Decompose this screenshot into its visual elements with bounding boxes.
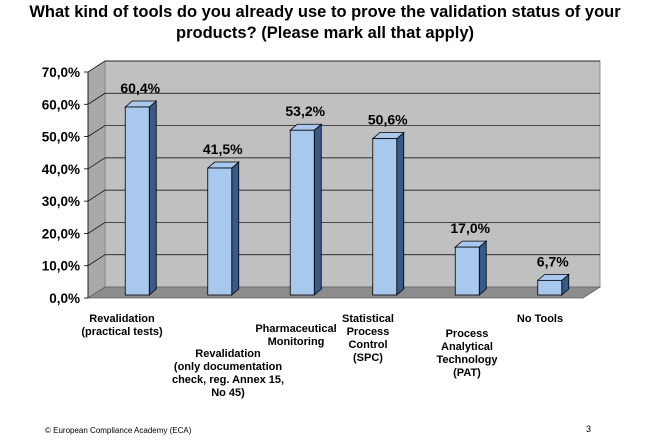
gridline	[87, 125, 600, 137]
bar	[454, 246, 480, 296]
x-tick-label-line: Monitoring	[268, 336, 325, 348]
bar	[537, 279, 563, 296]
gridline	[87, 254, 600, 267]
bar	[207, 167, 233, 296]
x-tick-label: Revalidation (only documentation check, re…	[172, 348, 284, 399]
gridline	[87, 222, 600, 234]
data-label: 53,2%	[285, 103, 325, 119]
chart-back-wall	[104, 60, 601, 288]
x-tick-label-line: (practical tests)	[81, 326, 163, 338]
bar	[289, 129, 315, 296]
page-number: 3	[586, 424, 592, 434]
gridline	[87, 92, 600, 105]
x-tick-label-line: (SPC)	[353, 352, 383, 364]
y-tick-label: 0,0%	[49, 291, 80, 306]
bar-side	[396, 131, 405, 296]
footer-copyright: © European Compliance Academy (ECA)	[45, 426, 192, 435]
bar-side	[231, 161, 240, 296]
chart-title-line-1: What kind of tools do you already use to…	[29, 3, 621, 21]
bar	[124, 106, 150, 296]
chart-floor	[86, 286, 602, 299]
x-tick-label: No Tools	[517, 313, 563, 325]
x-tick-label-line: Control	[348, 339, 387, 351]
x-tick-label-line: (PAT)	[453, 367, 481, 379]
x-tick-label-line: No 45)	[211, 387, 245, 399]
y-tick-label: 40,0%	[42, 162, 80, 177]
y-tick-label: 30,0%	[42, 194, 80, 209]
y-tick-label: 50,0%	[42, 130, 80, 145]
gridline	[87, 189, 600, 202]
bar-side	[313, 123, 322, 296]
data-label: 41,5%	[203, 141, 243, 157]
x-tick-label: Process Analytical Technology (PAT)	[437, 328, 499, 379]
y-tick-label: 70,0%	[42, 65, 80, 80]
bar	[372, 138, 398, 296]
data-label: 6,7%	[537, 253, 569, 269]
x-tick-label-line: Revalidation	[195, 348, 261, 360]
data-label: 60,4%	[120, 80, 160, 96]
x-tick-label-line: Process	[446, 328, 489, 340]
x-tick-label: Statistical Process Control (SPC)	[342, 313, 394, 364]
y-tick-label: 10,0%	[42, 259, 80, 274]
y-tick-label: 20,0%	[42, 226, 80, 241]
data-label: 17,0%	[450, 220, 490, 236]
x-tick-label-line: No Tools	[517, 313, 563, 325]
x-tick-label-line: (only documentation	[174, 361, 282, 373]
x-tick-label-line: Revalidation	[89, 313, 155, 325]
y-tick-label: 60,0%	[42, 97, 80, 112]
x-tick-label-line: Technology	[437, 354, 499, 366]
chart-title: What kind of tools do you already use to…	[8, 2, 642, 44]
gridline	[87, 157, 600, 170]
x-tick-label-line: Process	[347, 326, 390, 338]
data-label: 50,6%	[368, 112, 408, 128]
x-tick-label-line: Analytical	[441, 341, 493, 353]
bar-side	[478, 240, 487, 296]
chart-title-line-2: products? (Please mark all that apply)	[176, 24, 474, 42]
gridline	[87, 60, 600, 73]
bar-side	[148, 100, 157, 296]
x-tick-label-line: Statistical	[342, 313, 394, 325]
x-tick-label-line: check, reg. Annex 15,	[172, 374, 284, 386]
x-tick-label-line: Pharmaceutical	[255, 323, 336, 335]
chart-side-wall	[87, 60, 106, 299]
x-tick-label: Pharmaceutical Monitoring	[255, 323, 336, 348]
x-tick-label: Revalidation (practical tests)	[81, 313, 163, 338]
